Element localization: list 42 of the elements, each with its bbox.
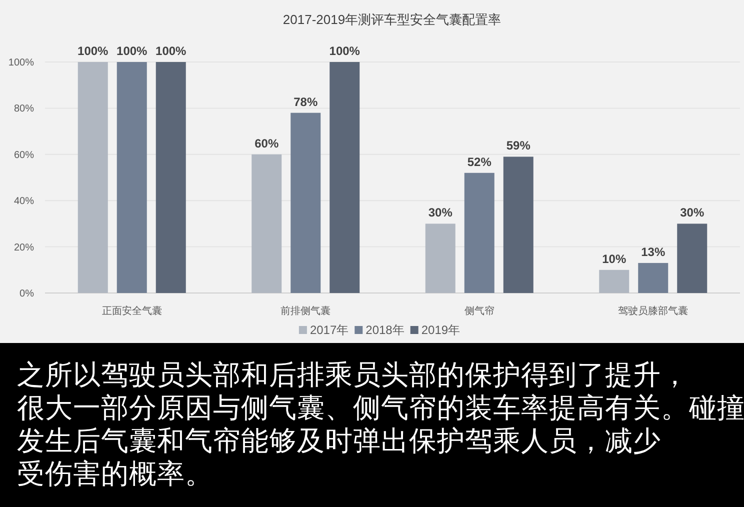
x-tick-label: 正面安全气囊 (102, 305, 162, 317)
y-tick-label: 80% (14, 104, 34, 115)
bar (677, 224, 708, 293)
legend-label: 2019年 (421, 323, 460, 337)
data-label: 59% (506, 138, 531, 153)
data-label: 100% (156, 44, 187, 58)
y-tick-label: 0% (20, 288, 34, 300)
bar (638, 262, 668, 293)
text: 之所以驾驶员头部和后排乘员头部的保护得到了提升， (17, 359, 689, 390)
text: 受伤害的概率。 (17, 458, 213, 489)
x-tick-label: 侧气帘 (464, 305, 494, 317)
bar (464, 172, 494, 293)
x-tick-label: 前排侧气囊 (280, 305, 331, 317)
y-tick-label: 60% (14, 150, 34, 161)
legend-label: 2017年 (310, 323, 349, 337)
data-label: 52% (467, 154, 492, 169)
bar (330, 62, 360, 293)
text: 很大一部分原因与侧气囊、侧气帘的装车率提高有关。碰撞 (17, 392, 744, 423)
data-label: 100% (116, 44, 148, 58)
bar (252, 154, 282, 293)
legend-label: 2018年 (366, 323, 404, 337)
text: 发生后气囊和气帘能够及时弹出保护驾乘人员，减少 (17, 425, 661, 456)
bar (503, 156, 534, 293)
data-label: 30% (428, 206, 453, 220)
y-tick-label: 100% (8, 58, 34, 68)
bar (425, 224, 456, 293)
bar (116, 62, 147, 293)
bar (599, 270, 630, 293)
data-label: 13% (641, 244, 666, 259)
bar (78, 62, 108, 293)
bar (290, 112, 321, 293)
data-label: 100% (78, 44, 109, 58)
data-label: 10% (602, 252, 626, 266)
x-tick-label: 驾驶员膝部气囊 (618, 305, 688, 317)
data-label: 60% (254, 136, 279, 150)
data-label: 78% (294, 94, 318, 109)
y-tick-label: 40% (14, 196, 34, 208)
data-label: 30% (680, 206, 704, 220)
bar (156, 62, 186, 293)
chart-title: 2017-2019年测评车型安全气囊配置率 (282, 12, 502, 27)
data-label: 100% (329, 44, 360, 58)
y-tick-label: 20% (14, 242, 34, 254)
